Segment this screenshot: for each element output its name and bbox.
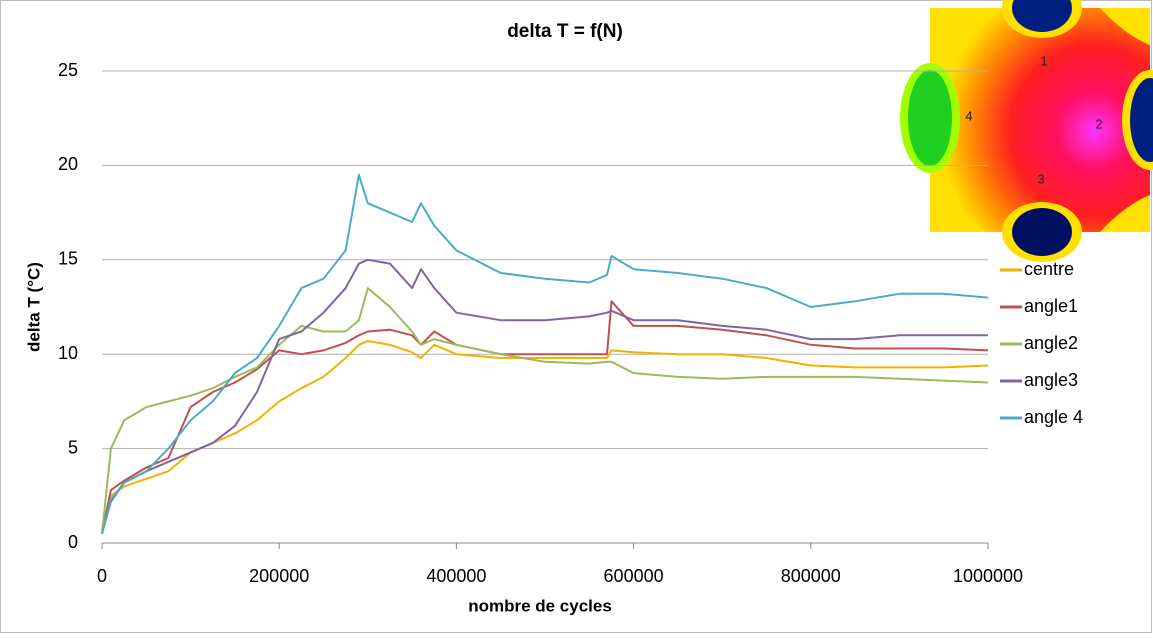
series-line (101, 258, 988, 534)
y-tick-label: 20 (58, 154, 78, 174)
chart-title: delta T = f(N) (507, 21, 623, 42)
y-axis-label: delta T (°C) (24, 262, 43, 352)
series-line (101, 287, 989, 534)
x-tick-label: 0 (97, 566, 107, 586)
y-tick-label: 15 (58, 249, 78, 269)
series-line (101, 173, 989, 534)
inset-label: 2 (1095, 116, 1102, 131)
legend-label: angle3 (1024, 370, 1078, 390)
x-tick-label: 800000 (781, 566, 841, 586)
x-tick-label: 600000 (604, 566, 664, 586)
y-tick-label: 0 (68, 532, 78, 552)
x-tick-label: 1000000 (953, 566, 1023, 586)
inset-label: 1 (1040, 53, 1047, 68)
inset-label: 3 (1037, 171, 1044, 186)
x-tick-label: 400000 (426, 566, 486, 586)
legend-label: centre (1024, 259, 1074, 279)
inset-image (900, 0, 1153, 262)
inset-label: 4 (965, 108, 972, 123)
legend-label: angle 4 (1024, 407, 1083, 427)
y-tick-label: 10 (58, 343, 78, 363)
y-tick-label: 5 (68, 437, 78, 457)
series-line (101, 300, 989, 534)
legend-label: angle1 (1024, 296, 1078, 316)
x-axis-label: nombre de cycles (468, 596, 612, 615)
x-tick-label: 200000 (249, 566, 309, 586)
y-tick-label: 25 (58, 60, 78, 80)
legend-label: angle2 (1024, 333, 1078, 353)
